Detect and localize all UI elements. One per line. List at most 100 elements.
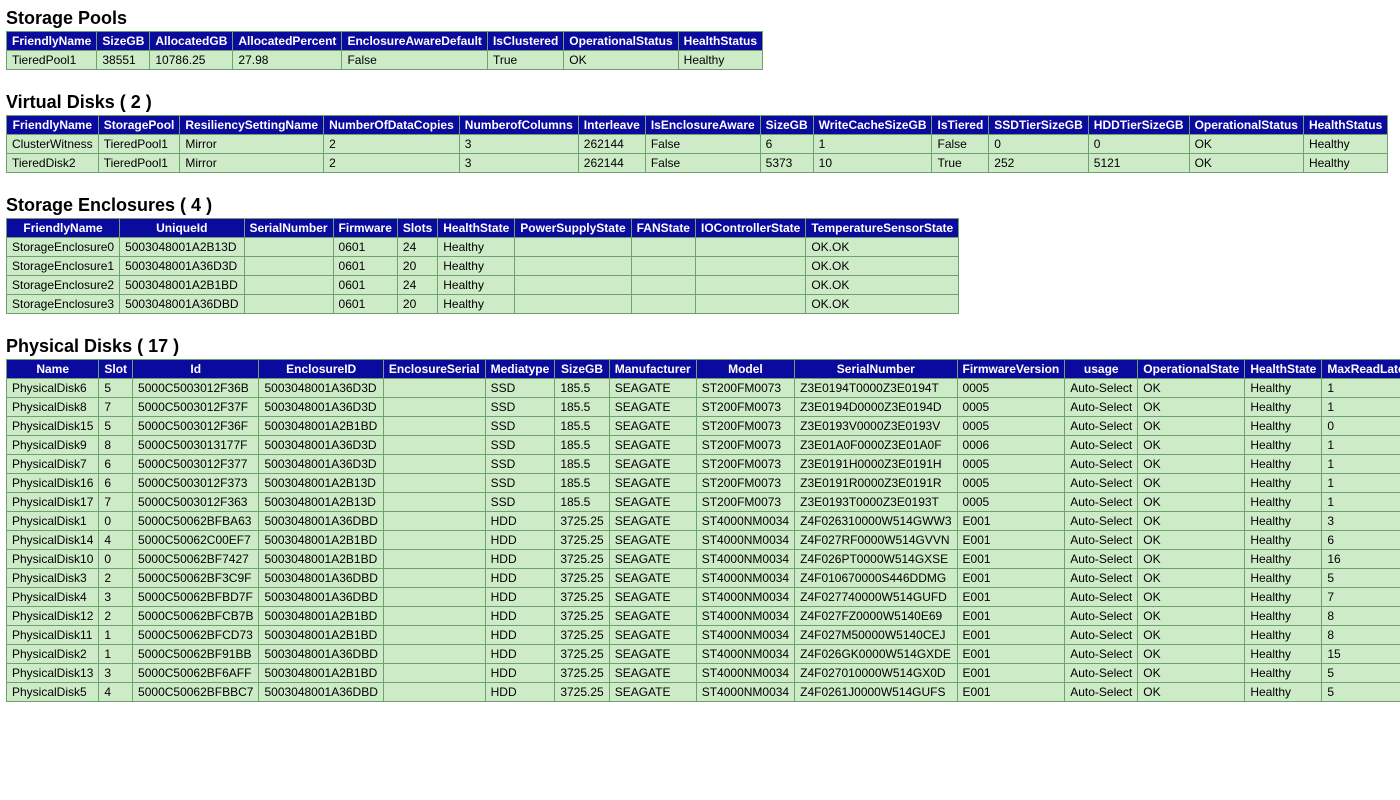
table-cell: 185.5 — [555, 493, 609, 512]
column-header: IsTiered — [932, 116, 989, 135]
table-cell: 7 — [1322, 588, 1400, 607]
column-header: Name — [7, 360, 99, 379]
table-cell — [695, 295, 805, 314]
table-cell: 24 — [397, 276, 437, 295]
column-header: FriendlyName — [7, 32, 97, 51]
table-cell: 6 — [1322, 531, 1400, 550]
column-header: HealthStatus — [1303, 116, 1387, 135]
pools-header-row: FriendlyNameSizeGBAllocatedGBAllocatedPe… — [7, 32, 763, 51]
table-row: PhysicalDisk1445000C50062C00EF7500304800… — [7, 531, 1400, 550]
table-cell: 6 — [99, 474, 133, 493]
table-cell: 5003048001A36D3D — [259, 436, 383, 455]
section-title-pdisks: Physical Disks ( 17 ) — [6, 336, 1394, 357]
table-cell: ST4000NM0034 — [696, 569, 794, 588]
table-cell: SEAGATE — [609, 531, 696, 550]
table-cell: Healthy — [1245, 569, 1322, 588]
column-header: Model — [696, 360, 794, 379]
table-cell: 2 — [99, 607, 133, 626]
table-cell: Healthy — [1303, 154, 1387, 173]
table-cell: 5003048001A2B13D — [259, 474, 383, 493]
table-cell: PhysicalDisk1 — [7, 512, 99, 531]
table-cell: OK — [1138, 607, 1245, 626]
table-cell: 5121 — [1088, 154, 1189, 173]
table-cell: 1 — [1322, 493, 1400, 512]
table-cell: Z3E0194T0000Z3E0194T — [795, 379, 957, 398]
table-cell: ST4000NM0034 — [696, 626, 794, 645]
pools-body: TieredPool13855110786.2527.98FalseTrueOK… — [7, 51, 763, 70]
column-header: PowerSupplyState — [515, 219, 631, 238]
table-cell: 0005 — [957, 398, 1065, 417]
table-row: StorageEnclosure25003048001A2B1BD060124H… — [7, 276, 959, 295]
table-cell: 1 — [1322, 436, 1400, 455]
table-cell: OK — [1138, 683, 1245, 702]
table-cell: 5003048001A2B1BD — [259, 607, 383, 626]
column-header: EnclosureSerial — [383, 360, 485, 379]
table-cell: Auto-Select — [1065, 683, 1138, 702]
table-cell: SSD — [485, 493, 555, 512]
table-cell — [383, 683, 485, 702]
table-cell: PhysicalDisk7 — [7, 455, 99, 474]
table-cell: 16 — [1322, 550, 1400, 569]
table-cell: Healthy — [678, 51, 762, 70]
table-cell: OK — [1138, 588, 1245, 607]
table-cell: SSD — [485, 474, 555, 493]
column-header: FANState — [631, 219, 695, 238]
table-cell: False — [342, 51, 488, 70]
table-cell: OK.OK — [806, 276, 959, 295]
table-cell: ST200FM0073 — [696, 493, 794, 512]
table-cell: 5003048001A36D3D — [259, 455, 383, 474]
column-header: SerialNumber — [244, 219, 333, 238]
table-cell: 0005 — [957, 474, 1065, 493]
table-cell: Healthy — [1245, 683, 1322, 702]
table-cell — [383, 379, 485, 398]
table-cell: E001 — [957, 626, 1065, 645]
table-cell — [383, 474, 485, 493]
table-cell: 0005 — [957, 379, 1065, 398]
table-cell: 3725.25 — [555, 550, 609, 569]
table-cell: E001 — [957, 531, 1065, 550]
table-cell: ST4000NM0034 — [696, 607, 794, 626]
table-cell — [383, 569, 485, 588]
column-header: UniqueId — [120, 219, 244, 238]
column-header: OperationalStatus — [564, 32, 678, 51]
table-cell: 8 — [99, 436, 133, 455]
table-cell: 3 — [459, 135, 578, 154]
table-cell — [383, 512, 485, 531]
table-cell — [383, 417, 485, 436]
table-cell: Healthy — [1245, 626, 1322, 645]
table-row: TieredDisk2TieredPool1Mirror23262144Fals… — [7, 154, 1388, 173]
table-cell: 5000C50062BFCD73 — [133, 626, 259, 645]
table-cell: SEAGATE — [609, 664, 696, 683]
table-cell: E001 — [957, 569, 1065, 588]
table-cell: SEAGATE — [609, 398, 696, 417]
table-cell: SSD — [485, 398, 555, 417]
table-cell: 5003048001A36DBD — [259, 645, 383, 664]
table-cell: Auto-Select — [1065, 455, 1138, 474]
table-cell: PhysicalDisk10 — [7, 550, 99, 569]
table-cell: Auto-Select — [1065, 607, 1138, 626]
table-cell: 2 — [324, 154, 460, 173]
table-cell: SEAGATE — [609, 455, 696, 474]
table-cell: 0005 — [957, 493, 1065, 512]
table-cell — [244, 238, 333, 257]
column-header: FriendlyName — [7, 219, 120, 238]
table-cell: ST4000NM0034 — [696, 664, 794, 683]
table-cell — [631, 257, 695, 276]
pdisks-table: NameSlotIdEnclosureIDEnclosureSerialMedi… — [6, 359, 1400, 702]
table-cell: 1 — [1322, 455, 1400, 474]
table-cell: Healthy — [1245, 664, 1322, 683]
table-cell — [695, 257, 805, 276]
table-cell: OK — [1189, 154, 1303, 173]
table-cell: 5003048001A36D3D — [259, 379, 383, 398]
section-title-vdisks: Virtual Disks ( 2 ) — [6, 92, 1394, 113]
table-cell: Healthy — [1245, 588, 1322, 607]
table-cell: E001 — [957, 512, 1065, 531]
column-header: NumberofColumns — [459, 116, 578, 135]
table-cell: 3725.25 — [555, 569, 609, 588]
table-cell: 3725.25 — [555, 645, 609, 664]
table-cell: Z4F027010000W514GX0D — [795, 664, 957, 683]
table-row: PhysicalDisk1555000C5003012F36F500304800… — [7, 417, 1400, 436]
column-header: Slots — [397, 219, 437, 238]
column-header: Slot — [99, 360, 133, 379]
table-cell: TieredPool1 — [98, 135, 180, 154]
